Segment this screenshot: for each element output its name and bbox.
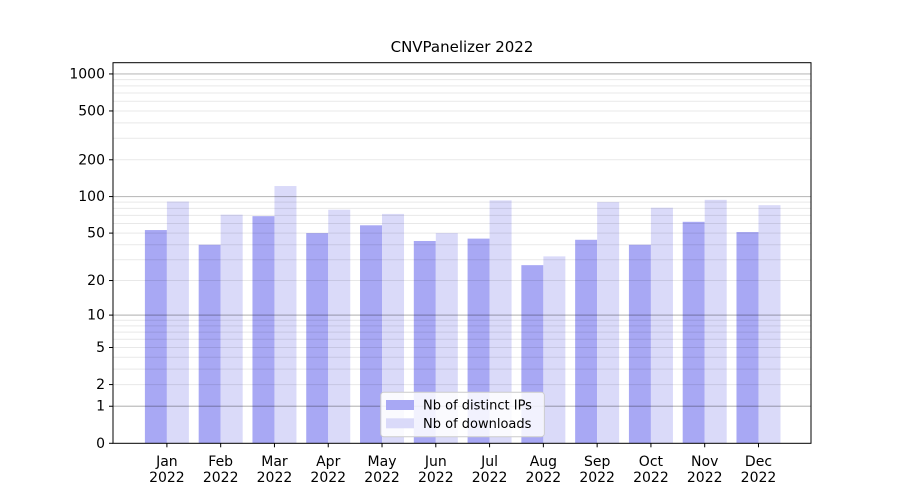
y-tick-label: 1000 [69,66,105,82]
bar-ips-apr-2022 [306,233,329,444]
x-tick-label: Apr 2022 [310,454,346,486]
bar-downloads-mar-2022 [274,186,297,444]
legend-box [380,391,545,438]
bar-downloads-apr-2022 [328,209,351,444]
y-tick-label: 100 [78,189,105,205]
bar-ips-may-2022 [360,225,383,444]
x-tick-label: Sep 2022 [579,454,615,486]
x-tick-label: Jul 2022 [472,454,508,486]
legend-swatch-distinct-ips [386,400,414,410]
y-tick-label: 1 [96,399,105,415]
bar-downloads-oct-2022 [650,207,673,444]
legend-label-distinct-ips: Nb of distinct IPs [423,399,532,414]
x-tick-label: Dec 2022 [741,454,777,486]
y-tick-label: 2 [96,377,105,393]
y-tick-label: 500 [78,103,105,119]
y-tick-label: 20 [87,273,105,289]
x-tick-label: Mar 2022 [257,454,293,486]
bar-downloads-jul-2022 [489,200,512,444]
bar-downloads-jun-2022 [435,233,458,444]
chart-title: CNVPanelizer 2022 [391,38,534,56]
bar-downloads-feb-2022 [220,214,243,444]
bar-ips-oct-2022 [628,244,651,444]
y-tick-label: 0 [96,436,105,452]
x-tick-label: Jun 2022 [418,454,454,486]
x-tick-label: Feb 2022 [203,454,239,486]
y-tick-label: 50 [87,226,105,242]
bar-ips-sep-2022 [575,239,598,444]
bar-ips-jan-2022 [144,230,167,444]
bar-ips-dec-2022 [736,232,759,444]
bar-ips-feb-2022 [198,244,221,444]
y-tick-label: 5 [96,340,105,356]
bar-downloads-nov-2022 [704,199,727,444]
bar-downloads-jan-2022 [166,201,189,444]
bar-downloads-sep-2022 [597,202,620,444]
x-tick-label: May 2022 [364,454,400,486]
plot-border [112,62,812,444]
bar-downloads-aug-2022 [543,256,566,444]
legend: Nb of distinct IPs Nb of downloads [380,391,545,438]
bar-ips-nov-2022 [682,221,705,444]
y-tick-label: 10 [87,308,105,324]
x-tick-label: Jan 2022 [149,454,185,486]
bar-downloads-dec-2022 [758,205,781,444]
y-tick-label: 200 [78,152,105,168]
bar-ips-mar-2022 [252,216,275,444]
x-tick-label: Oct 2022 [633,454,669,486]
legend-swatch-downloads [386,418,414,429]
x-tick-label: Aug 2022 [526,454,562,486]
bar-downloads-may-2022 [382,213,405,444]
legend-label-downloads: Nb of downloads [423,417,532,432]
x-tick-label: Nov 2022 [687,454,723,486]
